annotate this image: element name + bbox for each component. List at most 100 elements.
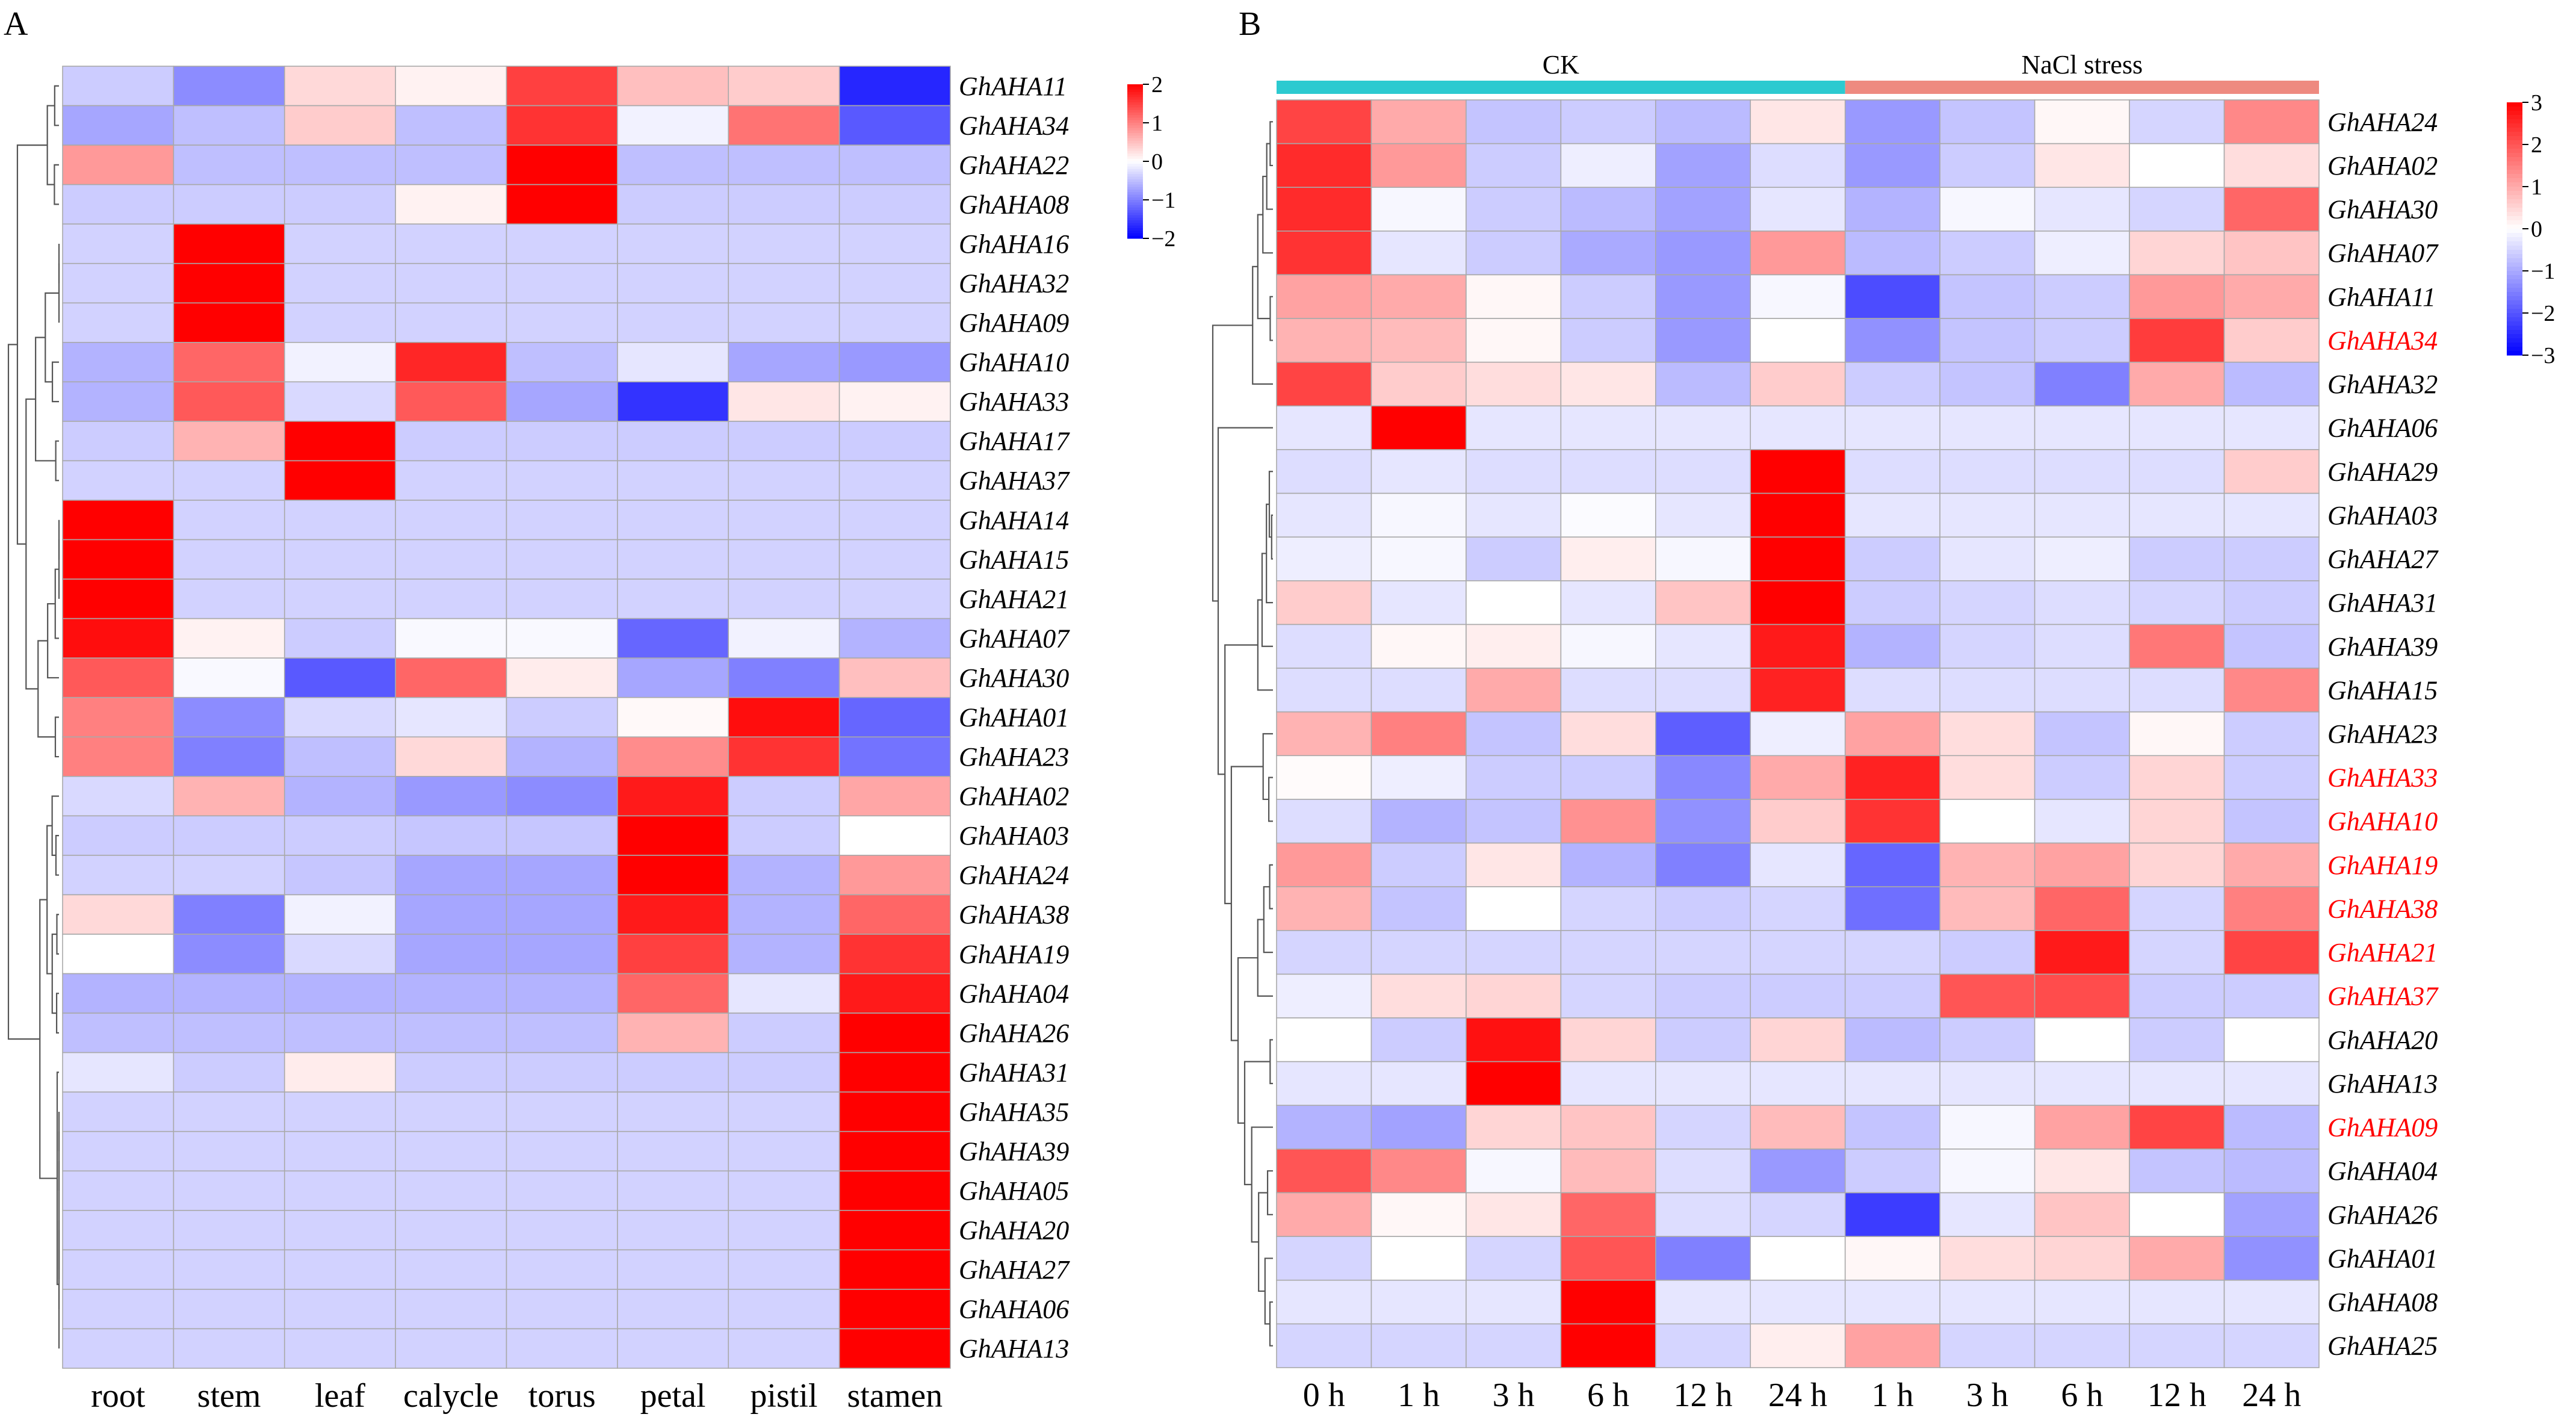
heatmap-cell bbox=[617, 1249, 729, 1290]
heatmap-cell bbox=[617, 1091, 729, 1132]
heatmap-cell bbox=[2129, 99, 2225, 144]
heatmap-cell bbox=[2034, 1192, 2130, 1237]
heatmap-cell bbox=[1939, 1017, 2036, 1062]
dendrogram-branch bbox=[1257, 214, 1271, 320]
heatmap-cell bbox=[2129, 973, 2225, 1018]
heatmap-cell bbox=[1939, 1236, 2036, 1281]
heatmap-cell bbox=[838, 1012, 951, 1053]
row-label: GhAHA02 bbox=[2327, 151, 2438, 181]
heatmap-cell bbox=[838, 302, 951, 343]
legend-tick-label: 3 bbox=[2531, 90, 2542, 116]
heatmap-cell bbox=[2034, 755, 2130, 800]
row-label: GhAHA35 bbox=[959, 1097, 1069, 1127]
heatmap-cell bbox=[283, 381, 396, 422]
heatmap-cell bbox=[728, 381, 840, 422]
legend-swatch bbox=[2507, 317, 2522, 322]
heatmap-cell bbox=[395, 815, 507, 856]
heatmap-cell bbox=[1655, 1192, 1751, 1237]
heatmap-cell bbox=[838, 815, 951, 856]
dendrogram-branch bbox=[1264, 1257, 1273, 1325]
legend-swatch bbox=[2507, 144, 2522, 149]
heatmap-cell bbox=[1370, 143, 1467, 188]
heatmap-cell bbox=[1466, 1323, 1562, 1368]
heatmap-cell bbox=[506, 539, 618, 580]
legend-swatch bbox=[2507, 321, 2522, 326]
heatmap-cell bbox=[1466, 973, 1562, 1018]
heatmap-cell bbox=[2223, 405, 2320, 450]
row-label: GhAHA33 bbox=[959, 387, 1069, 417]
heatmap-cell bbox=[1560, 274, 1656, 319]
heatmap-cell bbox=[1276, 842, 1372, 887]
heatmap-cell bbox=[173, 815, 285, 856]
row-label: GhAHA25 bbox=[2327, 1332, 2438, 1361]
heatmap-cell bbox=[62, 262, 175, 304]
heatmap-cell bbox=[1560, 580, 1656, 625]
heatmap-cell bbox=[2223, 361, 2320, 407]
heatmap-b: GhAHA24 GhAHA02 GhAHA30 GhAHA07 GhAHA11 GhAHA… bbox=[1212, 50, 2555, 1414]
heatmap-cell bbox=[62, 618, 175, 659]
dendrogram-branch bbox=[1224, 644, 1258, 905]
heatmap-cell bbox=[617, 1012, 729, 1053]
heatmap-cell bbox=[1750, 405, 1846, 450]
heatmap-cell bbox=[1370, 580, 1467, 625]
heatmap-cell bbox=[1844, 143, 1940, 188]
heatmap-cell bbox=[62, 381, 175, 422]
heatmap-cell bbox=[1560, 1236, 1656, 1281]
heatmap-cell bbox=[838, 381, 951, 422]
heatmap-cell bbox=[1560, 711, 1656, 757]
legend-swatch bbox=[2507, 161, 2522, 166]
row-label: GhAHA06 bbox=[2327, 414, 2438, 443]
legend-swatch bbox=[2507, 102, 2522, 107]
heatmap-cell bbox=[728, 302, 840, 343]
legend-swatch bbox=[1127, 220, 1143, 223]
heatmap-cell bbox=[395, 894, 507, 935]
heatmap-cell bbox=[1276, 624, 1372, 669]
heatmap-cell bbox=[1844, 449, 1940, 494]
heatmap-cell bbox=[1276, 492, 1372, 538]
heatmap-cell bbox=[2129, 668, 2225, 713]
heatmap-cell bbox=[395, 578, 507, 619]
heatmap-cell bbox=[173, 144, 285, 185]
heatmap-cell bbox=[283, 539, 396, 580]
heatmap-cell bbox=[2129, 1017, 2225, 1062]
heatmap-cell bbox=[395, 262, 507, 304]
heatmap-cell bbox=[1276, 1017, 1372, 1062]
heatmap-cell bbox=[283, 1091, 396, 1132]
heatmap-cell bbox=[506, 223, 618, 264]
heatmap-cell bbox=[838, 66, 951, 107]
heatmap-cell bbox=[2034, 361, 2130, 407]
heatmap-cell bbox=[1939, 274, 2036, 319]
legend-swatch bbox=[2507, 250, 2522, 255]
row-label: GhAHA27 bbox=[959, 1255, 1070, 1285]
heatmap-cell bbox=[173, 776, 285, 817]
heatmap-cell bbox=[173, 1210, 285, 1251]
heatmap-cell bbox=[617, 66, 729, 107]
heatmap-cell bbox=[617, 855, 729, 896]
heatmap-cell bbox=[2223, 711, 2320, 757]
heatmap-cell bbox=[283, 302, 396, 343]
dendrogram-branch bbox=[46, 105, 55, 185]
heatmap-cell bbox=[838, 184, 951, 225]
legend-swatch bbox=[2507, 241, 2522, 246]
heatmap-cell bbox=[1939, 1105, 2036, 1150]
heatmap-cell bbox=[62, 1170, 175, 1211]
heatmap-cell bbox=[838, 1130, 951, 1172]
dendrogram-branch bbox=[37, 640, 55, 738]
column-label: 12 h bbox=[1674, 1377, 1733, 1414]
legend-swatch bbox=[1127, 212, 1143, 216]
heatmap-cell bbox=[2129, 536, 2225, 581]
heatmap-cell bbox=[2034, 187, 2130, 232]
heatmap-cell bbox=[283, 618, 396, 659]
heatmap-cell bbox=[2223, 187, 2320, 232]
heatmap-cell bbox=[506, 302, 618, 343]
dendrogram-branch bbox=[51, 361, 59, 403]
heatmap-cell bbox=[1276, 799, 1372, 844]
heatmap-cell bbox=[728, 934, 840, 975]
heatmap-cell bbox=[1560, 99, 1656, 144]
heatmap-cell bbox=[1750, 842, 1846, 887]
heatmap-cell bbox=[1750, 1236, 1846, 1281]
legend-swatch bbox=[2507, 128, 2522, 132]
heatmap-cell bbox=[838, 500, 951, 541]
heatmap-cell bbox=[728, 736, 840, 777]
heatmap-cell bbox=[2034, 143, 2130, 188]
